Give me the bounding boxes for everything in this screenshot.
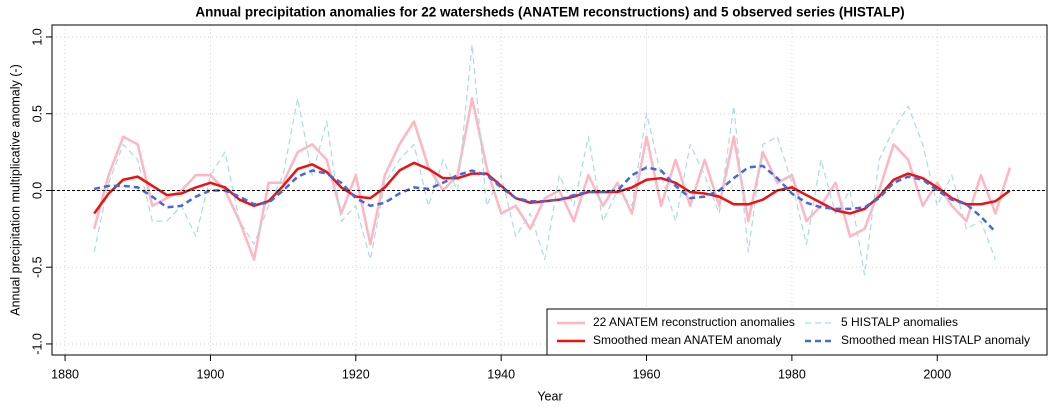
legend-box <box>546 308 1048 356</box>
y-tick-label: -1.0 <box>30 333 44 355</box>
y-tick-label: 0.5 <box>30 105 44 122</box>
y-tick-label: 0.0 <box>30 182 44 199</box>
chart-title: Annual precipitation anomalies for 22 wa… <box>195 5 904 20</box>
legend-label: Smoothed mean HISTALP anomaly <box>841 333 1030 347</box>
legend-label: Smoothed mean ANATEM anomaly <box>593 333 782 347</box>
y-tick-label: -0.5 <box>30 256 44 278</box>
x-tick-label: 1880 <box>51 367 79 381</box>
legend: 22 ANATEM reconstruction anomalies Smooth… <box>546 308 1048 356</box>
x-tick-label: 1960 <box>633 367 661 381</box>
legend-label: 22 ANATEM reconstruction anomalies <box>593 315 795 329</box>
series-line <box>93 44 996 276</box>
series-line <box>93 164 997 233</box>
x-tick-label: 2000 <box>923 367 951 381</box>
x-axis-label: Year <box>537 389 562 403</box>
x-tick-label: 1920 <box>342 367 370 381</box>
legend-label: 5 HISTALP anomalies <box>841 315 958 329</box>
x-tick-label: 1940 <box>487 367 515 381</box>
x-tick-label: 1900 <box>197 367 225 381</box>
y-tick-label: 1.0 <box>30 28 44 45</box>
series-line <box>92 97 1012 261</box>
x-tick-label: 1980 <box>778 367 806 381</box>
y-axis-label: Annual precipitation multiplicative anom… <box>8 64 22 316</box>
